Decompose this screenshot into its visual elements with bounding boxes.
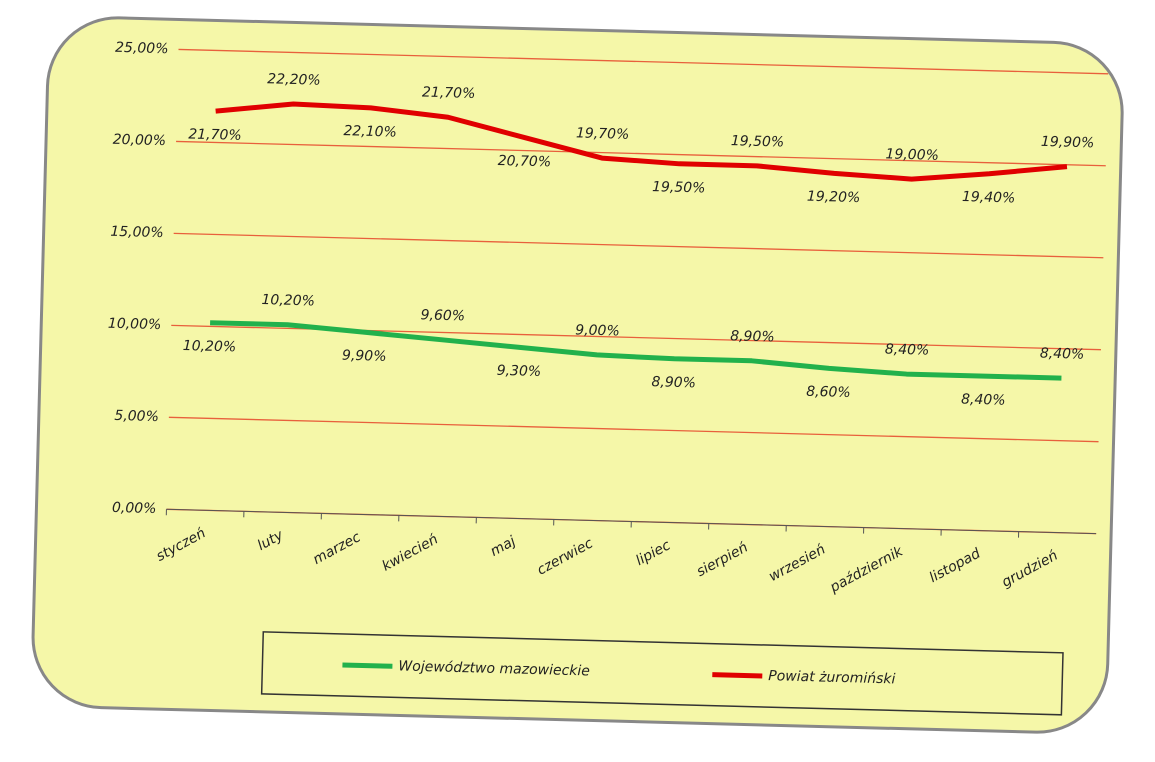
y-tick-label: 0,00% bbox=[112, 500, 157, 517]
data-label: 19,70% bbox=[576, 125, 630, 142]
data-label: 19,50% bbox=[652, 179, 706, 196]
data-label: 10,20% bbox=[261, 292, 315, 309]
data-label: 22,20% bbox=[267, 71, 321, 88]
data-label: 9,00% bbox=[575, 322, 620, 339]
data-label: 20,70% bbox=[498, 153, 552, 170]
y-tick-label: 15,00% bbox=[110, 224, 164, 241]
data-label: 22,10% bbox=[343, 123, 397, 140]
y-tick-label: 25,00% bbox=[115, 40, 169, 57]
data-label: 10,20% bbox=[183, 338, 237, 355]
y-tick-label: 5,00% bbox=[114, 408, 159, 425]
data-label: 21,70% bbox=[188, 126, 242, 143]
data-label: 8,90% bbox=[730, 328, 775, 345]
data-label: 19,40% bbox=[962, 189, 1016, 206]
data-label: 19,50% bbox=[731, 133, 785, 150]
data-label: 19,90% bbox=[1041, 134, 1095, 151]
data-label: 8,40% bbox=[1040, 346, 1085, 363]
data-label: 19,00% bbox=[885, 146, 939, 163]
data-label: 9,60% bbox=[420, 307, 465, 324]
data-label: 19,20% bbox=[807, 189, 861, 206]
y-tick-label: 20,00% bbox=[113, 132, 167, 149]
legend-swatch bbox=[342, 665, 392, 666]
data-label: 8,90% bbox=[651, 374, 696, 391]
legend-label: Powiat żuromiński bbox=[768, 668, 896, 687]
data-label: 8,40% bbox=[961, 392, 1006, 409]
legend-swatch bbox=[712, 675, 762, 676]
data-label: 8,60% bbox=[806, 384, 851, 401]
data-label: 8,40% bbox=[885, 341, 930, 358]
data-label: 9,30% bbox=[496, 363, 541, 380]
chart-panel: 0,00%5,00%10,00%15,00%20,00%25,00%stycze… bbox=[31, 16, 1124, 734]
data-label: 9,90% bbox=[342, 348, 387, 365]
data-label: 21,70% bbox=[422, 85, 476, 102]
y-tick-label: 10,00% bbox=[108, 316, 162, 333]
